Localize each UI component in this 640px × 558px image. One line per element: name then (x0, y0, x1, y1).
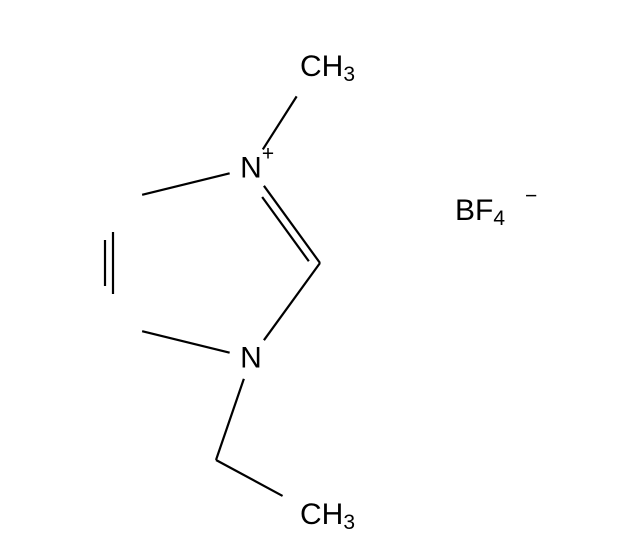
bond-N_bottom-C_apex (264, 263, 320, 340)
bond-C_apex-N_plus (264, 186, 320, 263)
molecule-diagram: N+NCH3CH3BF4− (0, 0, 640, 558)
bond-N_bottom-C_ethyl_mid (216, 379, 244, 460)
bond-C_ethyl_mid-CH3_bottom (216, 460, 283, 496)
counterion-charge: − (525, 185, 537, 208)
counterion-bf4: BF4 (455, 194, 505, 230)
bond-CH_left-N_bottom (142, 331, 230, 353)
lbl_CH3_bottom: CH3 (300, 498, 355, 534)
lbl_N_plus-charge: + (262, 143, 274, 166)
bond-N_plus-CH3_top (263, 96, 297, 149)
lbl_N_plus: N (240, 152, 262, 185)
lbl_N_bottom: N (240, 342, 262, 375)
lbl_CH3_top: CH3 (300, 50, 355, 86)
bond2-C_apex-N_plus (262, 197, 309, 261)
bond-N_plus-CH_top (142, 173, 230, 195)
